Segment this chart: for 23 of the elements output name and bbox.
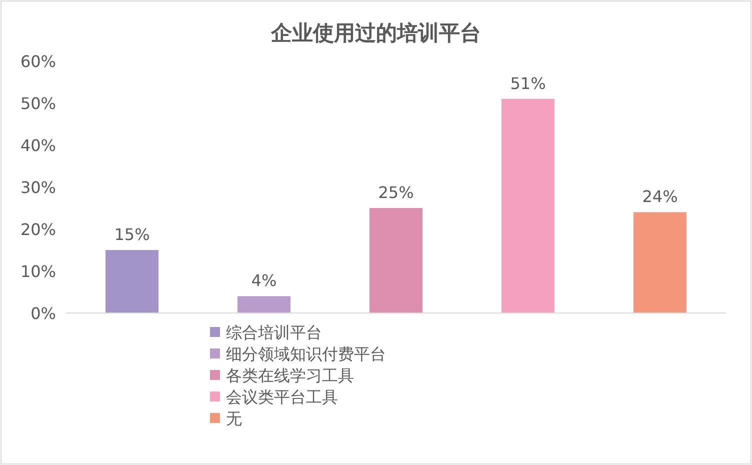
y-tick-label: 20% <box>20 220 56 239</box>
y-tick-label: 50% <box>20 94 56 113</box>
bar <box>634 212 686 313</box>
y-tick-label: 60% <box>20 52 56 71</box>
text: 4% <box>251 271 277 290</box>
text: 25% <box>378 183 414 202</box>
y-tick-label: 30% <box>20 178 56 197</box>
legend-label: 无 <box>226 409 242 428</box>
bar <box>370 208 422 313</box>
y-tick-label: 40% <box>20 136 56 155</box>
bar <box>502 98 554 313</box>
bar <box>238 296 290 313</box>
chart-title: 企业使用过的培训平台 <box>270 21 481 45</box>
legend-label: 细分领域知识付费平台 <box>226 344 386 364</box>
legend-label: 会议类平台工具 <box>226 388 338 406</box>
text: 51% <box>510 74 546 93</box>
bar <box>106 250 158 313</box>
y-tick-label: 10% <box>20 262 56 281</box>
y-tick-label: 0% <box>30 304 56 323</box>
text: 24% <box>642 187 678 206</box>
text: 15% <box>114 225 150 244</box>
legend-label: 各类在线学习工具 <box>226 366 354 385</box>
legend-label: 综合培训平台 <box>226 323 322 342</box>
